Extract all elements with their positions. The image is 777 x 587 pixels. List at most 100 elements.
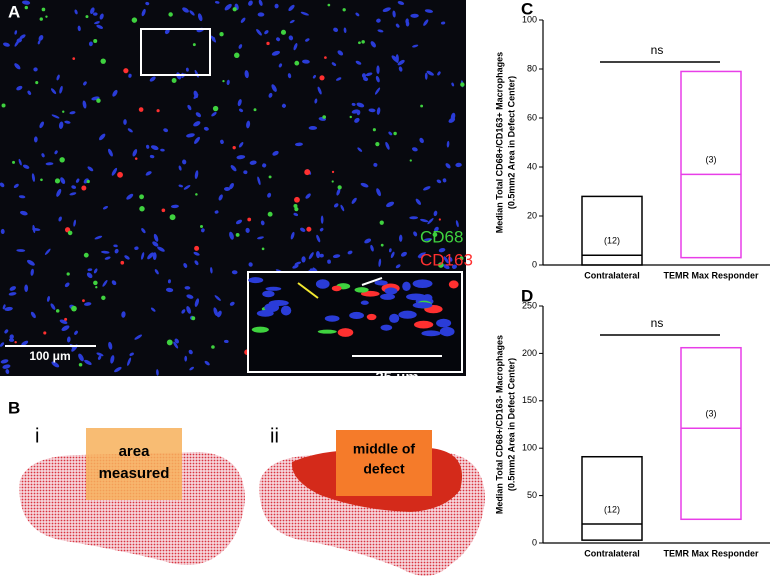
nucleus [152, 241, 159, 247]
nucleus [88, 41, 93, 47]
nucleus [16, 85, 23, 91]
stain [294, 60, 300, 66]
stain [67, 230, 73, 236]
nucleus [230, 165, 237, 172]
nucleus [382, 7, 391, 12]
nucleus [212, 37, 216, 42]
nucleus [424, 72, 428, 80]
stain [253, 108, 257, 112]
nucleus [356, 102, 365, 108]
nucleus [397, 1, 405, 5]
nucleus [31, 173, 36, 182]
nucleus [357, 147, 363, 152]
y-tick-label: 100 [522, 14, 537, 24]
stain [166, 339, 173, 346]
nucleus [9, 334, 14, 340]
panel-letter: A [8, 2, 20, 21]
nucleus [238, 44, 243, 49]
nucleus [84, 302, 92, 306]
nucleus [189, 366, 194, 371]
significance-label: ns [651, 316, 664, 330]
nucleus [455, 162, 462, 168]
stain [169, 214, 176, 221]
stain [375, 141, 380, 147]
arrow [297, 282, 319, 299]
nucleus [384, 287, 398, 295]
stain [95, 286, 98, 289]
nucleus [424, 238, 433, 241]
stain [438, 218, 441, 221]
y-tick-label: 200 [522, 348, 537, 358]
nucleus [343, 27, 347, 34]
x-tick-label: TEMR Max Responder [663, 548, 759, 558]
nucleus [195, 112, 202, 118]
stain [93, 280, 98, 286]
nucleus [224, 3, 232, 11]
nucleus [2, 364, 11, 369]
stain [280, 29, 287, 35]
nucleus [102, 279, 108, 287]
nucleus [294, 142, 303, 147]
stain [294, 196, 300, 203]
stain [168, 12, 173, 17]
nucleus [264, 30, 269, 35]
nucleus [56, 188, 62, 197]
nucleus [268, 92, 273, 98]
nucleus [437, 71, 441, 76]
stain [324, 56, 327, 59]
nucleus [256, 29, 262, 36]
stain [139, 194, 144, 200]
nucleus [351, 197, 357, 204]
stain [54, 178, 61, 184]
nucleus [360, 182, 369, 188]
micrograph [0, 0, 466, 376]
nucleus [141, 252, 145, 260]
nucleus [90, 7, 95, 14]
nucleus [146, 144, 150, 149]
stain [62, 110, 65, 113]
nucleus [30, 311, 36, 319]
nucleus [327, 259, 331, 264]
stain [123, 68, 129, 74]
nucleus [73, 219, 76, 227]
nucleus [426, 70, 434, 76]
nucleus [41, 153, 45, 158]
nucleus [8, 292, 17, 296]
nucleus [193, 121, 201, 127]
tissue-blob [19, 452, 245, 565]
stain [304, 169, 311, 176]
roi-box [140, 28, 211, 76]
nucleus [59, 85, 63, 94]
nucleus [211, 111, 217, 117]
nucleus [337, 328, 354, 337]
nucleus [8, 338, 15, 342]
nucleus [380, 324, 393, 331]
nucleus [60, 177, 66, 184]
nucleus [92, 12, 98, 16]
nucleus [134, 334, 143, 340]
nucleus [152, 252, 157, 261]
y-tick-label: 100 [522, 443, 537, 453]
nucleus [229, 301, 235, 306]
nucleus [265, 286, 282, 291]
nucleus [51, 361, 60, 368]
nucleus [336, 188, 341, 196]
stain [55, 309, 60, 313]
nucleus [419, 137, 424, 144]
nucleus [389, 313, 400, 323]
nucleus [124, 255, 130, 260]
nucleus [96, 24, 104, 29]
nucleus [229, 182, 234, 190]
nucleus [305, 38, 310, 42]
stain [219, 32, 224, 37]
panel-letter: D [521, 286, 533, 305]
nucleus [417, 252, 425, 258]
nucleus [163, 128, 169, 133]
stain [409, 159, 412, 162]
nucleus [314, 98, 318, 104]
nucleus [257, 236, 264, 240]
stain [232, 145, 236, 150]
nucleus [182, 159, 187, 165]
nucleus [427, 218, 434, 225]
nucleus [308, 252, 314, 260]
